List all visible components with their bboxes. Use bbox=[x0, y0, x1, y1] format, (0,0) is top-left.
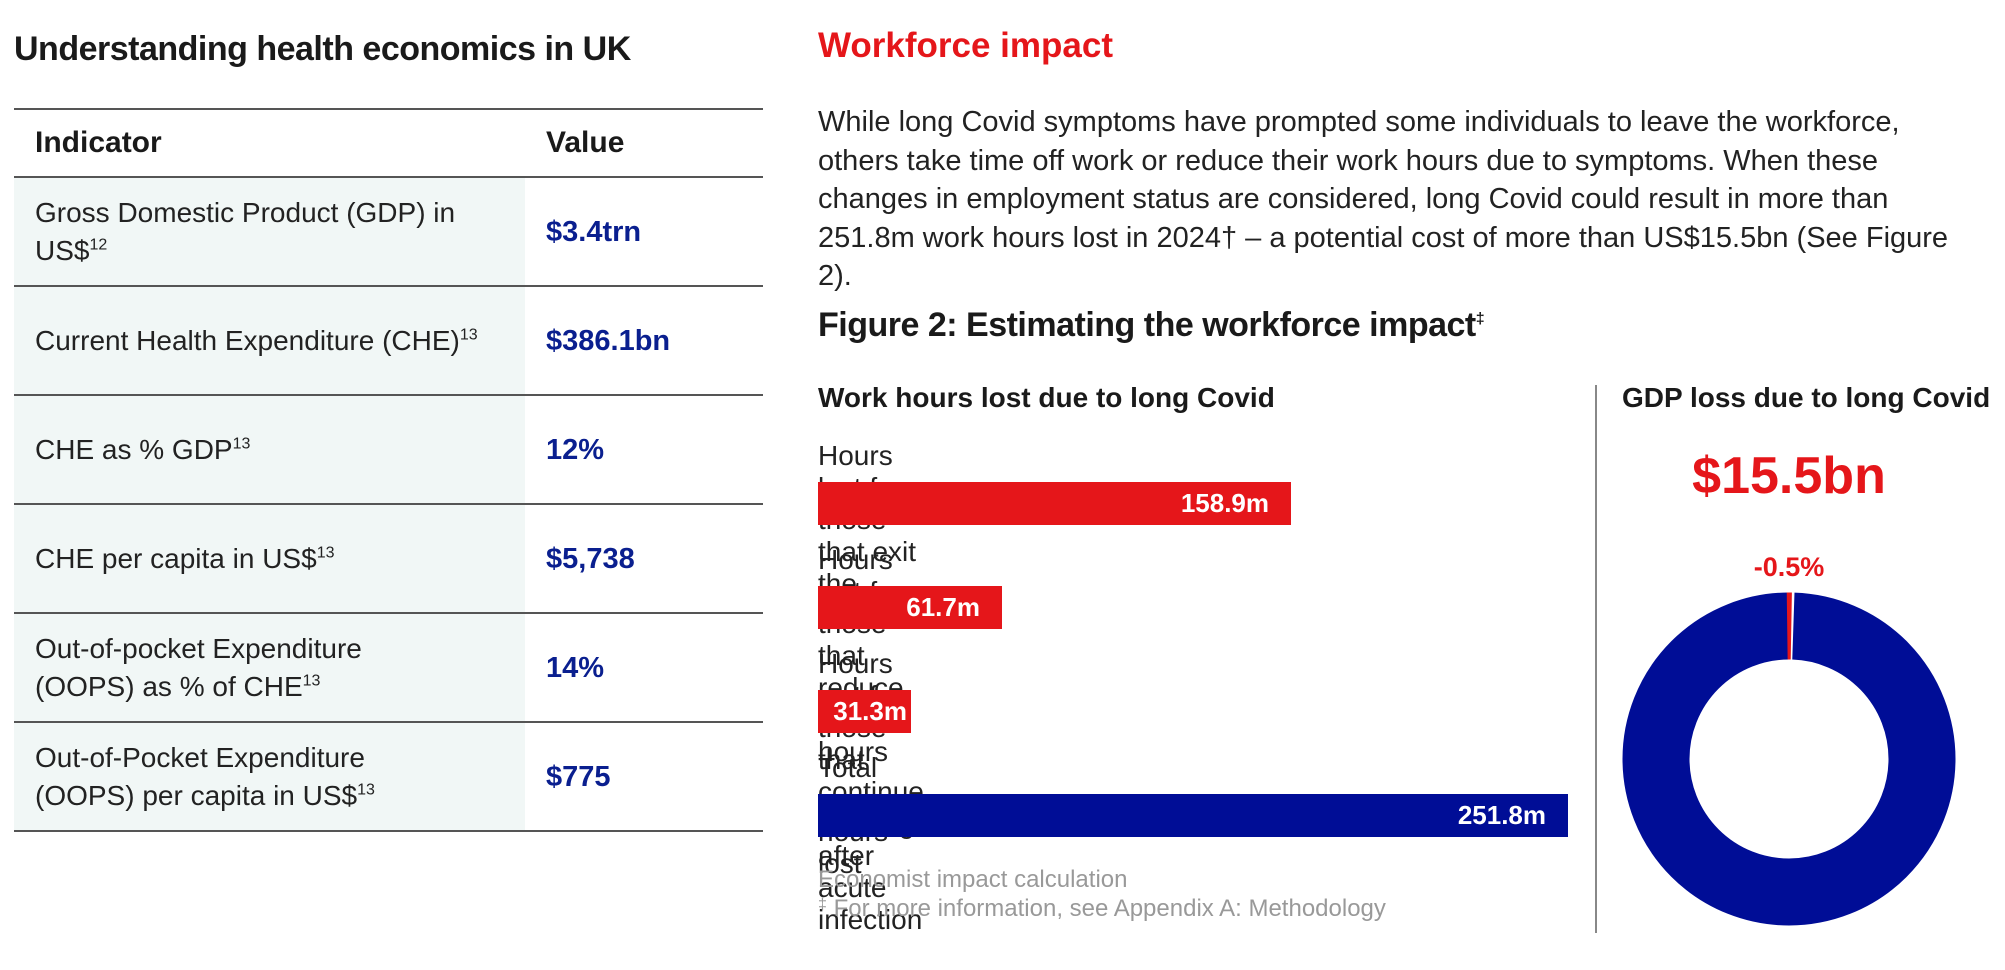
indicator-line: CHE as % GDP bbox=[35, 433, 233, 465]
value-cell: $386.1bn bbox=[525, 286, 763, 396]
donut-slice-remaining bbox=[1622, 592, 1956, 926]
methodology-note-mark: ‡ bbox=[818, 896, 827, 913]
indicator-text: Current Health Expenditure (CHE)13 bbox=[35, 322, 525, 360]
reference-mark: 13 bbox=[459, 326, 478, 344]
chart-divider bbox=[1595, 385, 1597, 933]
indicator-header: Indicator bbox=[14, 108, 525, 178]
bar: 158.9m bbox=[818, 482, 1291, 525]
intro-paragraph: While long Covid symptoms have prompted … bbox=[818, 103, 1988, 296]
gdp-loss-percent-label: -0.5% bbox=[1753, 552, 1825, 582]
value-cell: $5,738 bbox=[525, 504, 763, 614]
paragraph-line: While long Covid symptoms have prompted … bbox=[818, 106, 1900, 138]
donut-chart-title: GDP loss due to long Covid bbox=[1622, 382, 1991, 413]
bar: 31.3m bbox=[818, 690, 911, 733]
table-header-row: Indicator Value bbox=[14, 108, 763, 178]
figure-title-text: Figure 2: Estimating the workforce impac… bbox=[818, 306, 1476, 344]
indicator-line: Current Health Expenditure (CHE) bbox=[35, 324, 460, 356]
indicator-cell: Gross Domestic Product (GDP) in US$12 bbox=[14, 177, 525, 287]
table-title: Understanding health economics in UK bbox=[14, 30, 631, 68]
indicator-line: (OOPS) as % of CHE bbox=[35, 670, 303, 702]
bar-value-label: 251.8m bbox=[1457, 800, 1546, 830]
reference-mark: 13 bbox=[302, 672, 321, 690]
value-cell: 14% bbox=[525, 613, 763, 723]
donut-chart bbox=[1622, 592, 1956, 926]
methodology-note: ‡ For more information, see Appendix A: … bbox=[818, 895, 1386, 923]
value-cell: 12% bbox=[525, 395, 763, 505]
gdp-loss-value: $15.5bn bbox=[1692, 447, 1886, 505]
indicator-cell: Current Health Expenditure (CHE)13 bbox=[14, 286, 525, 396]
indicator-text: CHE as % GDP13 bbox=[35, 431, 525, 469]
indicator-table: Indicator Value Gross Domestic Product (… bbox=[14, 108, 763, 832]
table-body: Gross Domestic Product (GDP) in US$12 $3.… bbox=[14, 177, 763, 832]
indicator-line: CHE per capita in US$ bbox=[35, 542, 317, 574]
source-note: Economist impact calculation bbox=[818, 866, 1128, 893]
table-row: Out-of-pocket Expenditure (OOPS) as % of … bbox=[14, 613, 763, 723]
indicator-cell: Out-of-Pocket Expenditure (OOPS) per capi… bbox=[14, 722, 525, 832]
figure-footnote-mark: ‡ bbox=[1475, 310, 1485, 328]
indicator-line: (OOPS) per capita in US$ bbox=[35, 779, 358, 811]
reference-mark: 12 bbox=[89, 236, 108, 254]
table-row: CHE as % GDP13 12% bbox=[14, 395, 763, 505]
bar-value-label: 158.9m bbox=[1180, 488, 1269, 518]
paragraph-line: 251.8m work hours lost in 2024† – a pote… bbox=[818, 221, 1949, 293]
table-row: Gross Domestic Product (GDP) in US$12 $3.… bbox=[14, 177, 763, 287]
indicator-text: Out-of-Pocket Expenditure bbox=[35, 741, 365, 773]
indicator-cell: CHE per capita in US$13 bbox=[14, 504, 525, 614]
indicator-cell: CHE as % GDP13 bbox=[14, 395, 525, 505]
indicator-text: (OOPS) as % of CHE13 bbox=[35, 668, 525, 706]
bar-value-label: 61.7m bbox=[906, 592, 980, 622]
indicator-text: (OOPS) per capita in US$13 bbox=[35, 777, 525, 815]
methodology-note-text: For more information, see Appendix A: Me… bbox=[833, 895, 1386, 922]
paragraph-line: others take time off work or reduce thei… bbox=[818, 144, 1879, 177]
bar-chart-title: Work hours lost due to long Covid bbox=[818, 382, 1275, 413]
paragraph-line: changes in employment status are conside… bbox=[818, 183, 1889, 215]
indicator-cell: Out-of-pocket Expenditure (OOPS) as % of … bbox=[14, 613, 525, 723]
value-cell: $775 bbox=[525, 722, 763, 832]
table-row: Current Health Expenditure (CHE)13 $386.1… bbox=[14, 286, 763, 396]
table-row: Out-of-Pocket Expenditure (OOPS) per capi… bbox=[14, 722, 763, 832]
value-header: Value bbox=[525, 108, 763, 178]
bar: 251.8m bbox=[818, 794, 1568, 837]
reference-mark: 13 bbox=[316, 544, 335, 562]
reference-mark: 13 bbox=[357, 781, 375, 799]
figure-title: Figure 2: Estimating the workforce impac… bbox=[818, 306, 1485, 345]
donut-slice-loss bbox=[1622, 592, 1956, 926]
bar-value-label: 31.3m bbox=[833, 696, 907, 726]
bar: 61.7m bbox=[818, 586, 1002, 629]
indicator-text: Out-of-pocket Expenditure bbox=[35, 632, 362, 664]
indicator-text: CHE per capita in US$13 bbox=[35, 540, 525, 578]
value-cell: $3.4trn bbox=[525, 177, 763, 287]
indicator-text: Gross Domestic Product (GDP) in US$12 bbox=[35, 194, 525, 270]
section-title: Workforce impact bbox=[818, 26, 1113, 65]
reference-mark: 13 bbox=[232, 435, 251, 453]
indicator-line: Gross Domestic Product (GDP) in US$ bbox=[35, 196, 456, 266]
table-row: CHE per capita in US$13 $5,738 bbox=[14, 504, 763, 614]
